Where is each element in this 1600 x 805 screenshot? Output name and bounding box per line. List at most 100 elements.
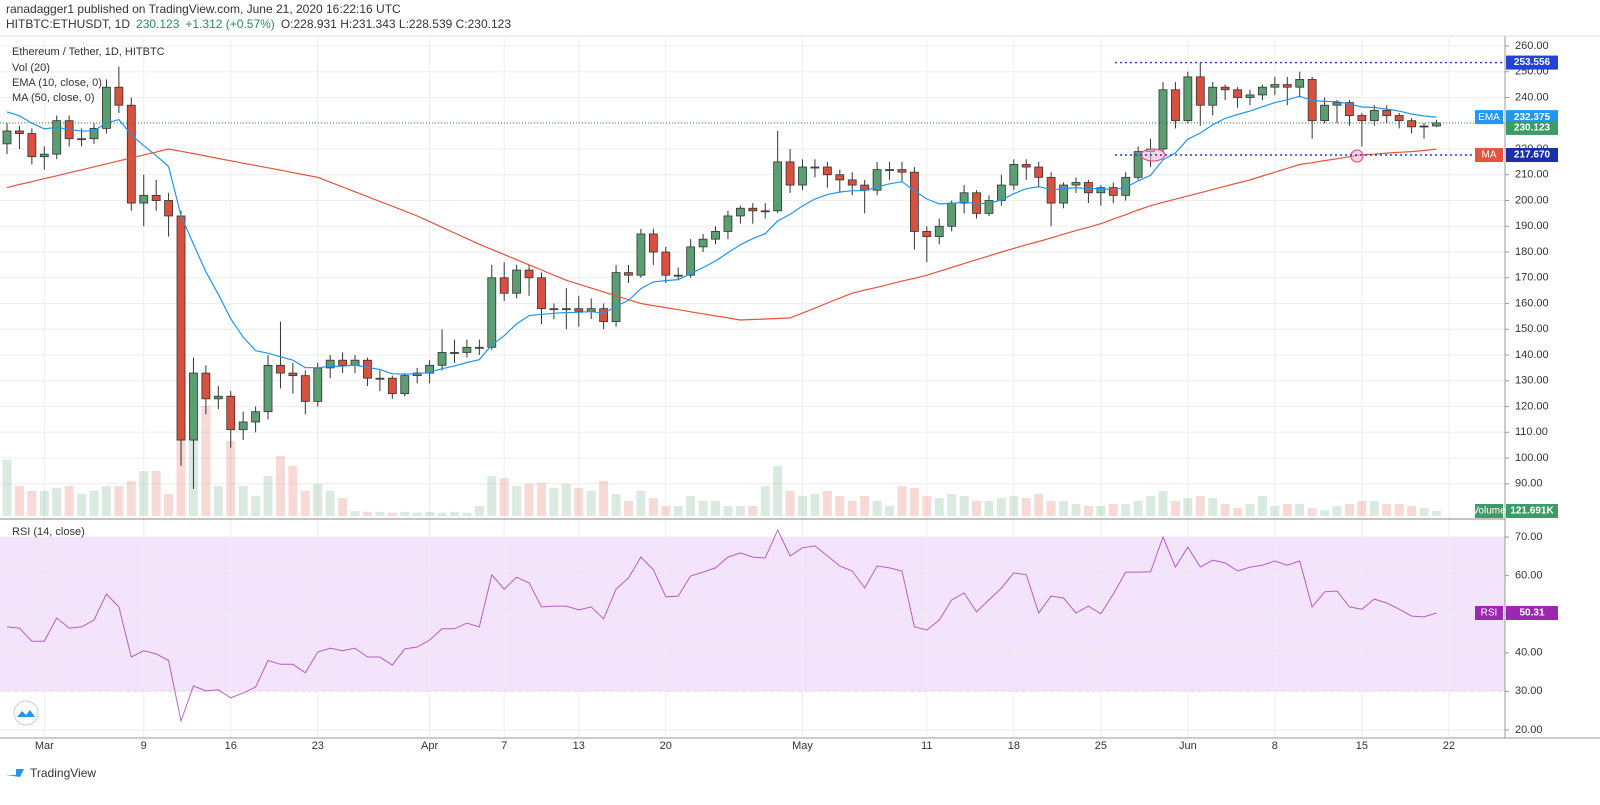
x-tick-label: 18: [1008, 740, 1020, 752]
volume-bar: [14, 486, 24, 516]
candle-body: [151, 194, 161, 201]
volume-bar: [1133, 501, 1143, 516]
x-tick-label: Apr: [421, 740, 438, 752]
volume-bar: [574, 488, 584, 516]
y-tick-label: 130.00: [1515, 375, 1549, 387]
candle-body: [512, 269, 522, 294]
candle-body: [1121, 176, 1131, 196]
candle-body: [1059, 184, 1068, 204]
candle-body: [1432, 122, 1441, 127]
y-tick-label: 210.00: [1515, 169, 1549, 181]
candle-body: [947, 202, 957, 227]
volume-bar: [723, 506, 733, 516]
candle-body: [338, 359, 348, 366]
volume-bar: [599, 481, 609, 516]
x-tick-label: May: [792, 740, 813, 752]
volume-bar: [1382, 503, 1392, 516]
tag-name: EMA: [1478, 112, 1500, 123]
rsi-tag-box: [1506, 605, 1558, 620]
volume-bar: [934, 498, 944, 516]
volume-bar: [897, 486, 907, 516]
volume-bar: [362, 511, 372, 516]
volume-bar: [847, 501, 857, 516]
candle-body: [1332, 102, 1342, 106]
y-tick-label: 160.00: [1515, 297, 1549, 309]
candle-body: [213, 395, 223, 400]
volume-bar: [524, 483, 534, 516]
volume-bar: [1419, 508, 1429, 516]
candle-body: [1108, 187, 1118, 196]
candle-body: [139, 194, 149, 204]
volume-bar: [549, 488, 559, 516]
volume-bar: [822, 491, 832, 516]
candle-body: [89, 127, 99, 140]
candle-body: [425, 364, 435, 374]
volume-bar: [673, 506, 683, 516]
candle-body: [1084, 182, 1093, 194]
tag-name: RSI: [1481, 608, 1498, 619]
candle-body: [52, 120, 62, 155]
ohlc-values: O:228.931 H:231.343 L:228.539 C:230.123: [281, 17, 512, 31]
volume-bar: [959, 496, 969, 516]
candle-body: [1282, 84, 1292, 88]
volume-bar: [263, 476, 273, 516]
volume-bar: [275, 456, 285, 516]
candle-body: [760, 210, 770, 213]
candle-body: [288, 372, 298, 377]
candle-body: [1320, 104, 1329, 122]
candle-body: [648, 233, 658, 253]
highlight-circle: [1350, 149, 1364, 163]
candle-body: [251, 411, 261, 423]
y-tick-label: 120.00: [1515, 400, 1549, 412]
volume-bar: [288, 466, 298, 516]
last-price: 230.123: [136, 17, 180, 31]
volume-bar: [1158, 491, 1168, 516]
candle-body: [624, 272, 633, 276]
volume-bar: [1270, 506, 1280, 516]
volume-bar: [636, 491, 646, 516]
candle-body: [748, 207, 758, 212]
volume-bar: [686, 496, 696, 516]
candle-body: [1419, 125, 1429, 128]
volume-bar: [1195, 496, 1205, 516]
y-tick-label: 170.00: [1515, 272, 1549, 284]
candle-body: [276, 364, 285, 374]
volume-bar: [1034, 493, 1044, 516]
candle-body: [300, 375, 310, 402]
candle-body: [549, 308, 559, 311]
candle-body: [474, 346, 484, 349]
volume-bar: [1208, 498, 1218, 516]
volume-bar: [151, 471, 161, 516]
candle-body: [1220, 86, 1230, 91]
candle-body: [1183, 76, 1193, 122]
volume-bar: [1357, 501, 1367, 516]
price-change: +1.312 (+0.57%): [185, 17, 274, 31]
y-tick-label: 20.00: [1515, 724, 1543, 736]
legend-ma: MA (50, close, 0): [12, 92, 95, 104]
candle-body: [1034, 166, 1044, 178]
rsi-tag: 50.31: [1519, 608, 1544, 619]
volume-bar: [1071, 503, 1081, 516]
logo-button[interactable]: [13, 700, 39, 726]
volume-bar: [996, 498, 1006, 516]
candle-body: [201, 372, 211, 400]
volume-bar: [437, 512, 447, 516]
candle-body: [15, 130, 24, 134]
symbol-line: HITBTC:ETHUSDT, 1D 230.123 +1.312 (+0.57%)…: [6, 17, 511, 31]
volume-tag: 121.691K: [1510, 506, 1554, 517]
y-tick-label: 30.00: [1515, 685, 1543, 697]
y-tick-label: 140.00: [1515, 349, 1549, 361]
hline-tag-box: [1506, 55, 1558, 70]
candle-body: [77, 138, 86, 141]
candle-body: [735, 207, 745, 217]
volume-bar: [972, 501, 982, 516]
candle-body: [984, 200, 994, 214]
candle-body: [723, 215, 733, 232]
volume-bar: [586, 491, 596, 516]
y-tick-label: 70.00: [1515, 531, 1543, 543]
volume-bar: [1083, 506, 1093, 516]
candle-body: [586, 308, 596, 312]
candle-body: [1369, 109, 1379, 122]
candle-body: [39, 153, 49, 158]
